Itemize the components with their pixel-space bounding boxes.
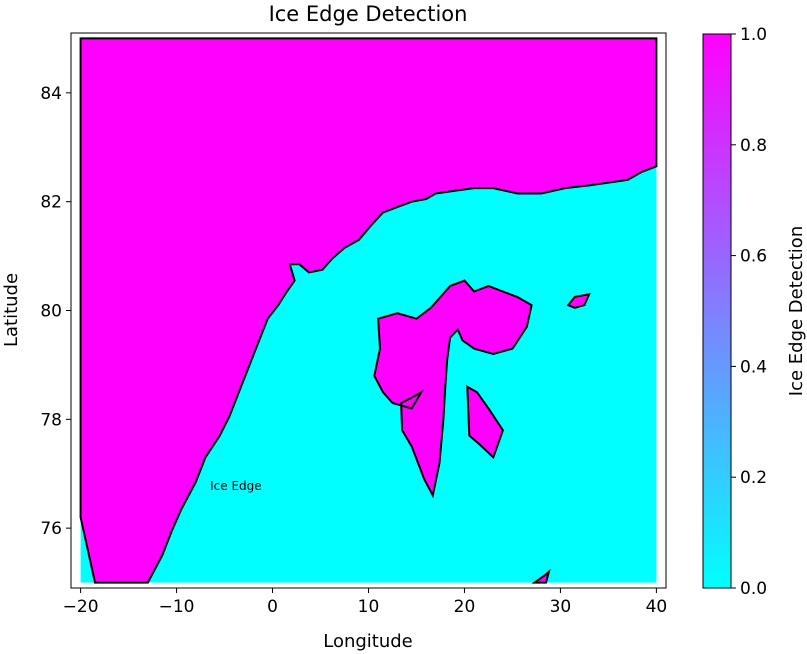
colorbar-tick-label: 1.0 xyxy=(740,25,767,45)
chart-title: Ice Edge Detection xyxy=(269,2,468,26)
colorbar xyxy=(702,33,732,589)
x-tick-label: 40 xyxy=(646,597,668,617)
colorbar-tick-label: 0.4 xyxy=(740,357,767,377)
ice-island-4 xyxy=(531,568,551,584)
x-tick-label: −10 xyxy=(159,597,195,617)
plot-area: Ice Edge xyxy=(71,33,666,588)
ice-island-1 xyxy=(373,279,533,499)
x-axis-label: Longitude xyxy=(323,631,413,652)
colorbar-tick-label: 0.8 xyxy=(740,136,767,156)
x-tick-label: 10 xyxy=(358,597,380,617)
ice-pack-region xyxy=(79,37,658,584)
y-tick-label: 82 xyxy=(40,193,62,213)
y-tick-label: 84 xyxy=(40,84,62,104)
colorbar-tick-label: 0.2 xyxy=(740,468,767,488)
y-tick-label: 80 xyxy=(40,302,62,322)
colorbar-ticks: 0.0 0.2 0.4 0.6 0.8 1.0 xyxy=(731,25,767,599)
ice-island-2 xyxy=(466,384,505,460)
y-axis-ticks: 76 78 80 82 84 xyxy=(40,84,71,539)
y-axis-label: Latitude xyxy=(1,273,22,347)
x-tick-label: 30 xyxy=(550,597,572,617)
y-tick-label: 76 xyxy=(40,519,62,539)
x-tick-label: −20 xyxy=(63,597,99,617)
colorbar-tick-label: 0.6 xyxy=(740,247,767,267)
colorbar-tick-label: 0.0 xyxy=(740,579,767,599)
x-tick-label: 0 xyxy=(267,597,278,617)
ice-islands xyxy=(373,279,591,584)
ice-island-3 xyxy=(566,292,591,309)
colorbar-label: Ice Edge Detection xyxy=(786,226,807,396)
ice-edge-annotation: Ice Edge xyxy=(210,479,262,493)
y-tick-label: 78 xyxy=(40,410,62,430)
x-axis-ticks: −20 −10 0 10 20 30 40 xyxy=(63,588,668,617)
x-tick-label: 20 xyxy=(454,597,476,617)
